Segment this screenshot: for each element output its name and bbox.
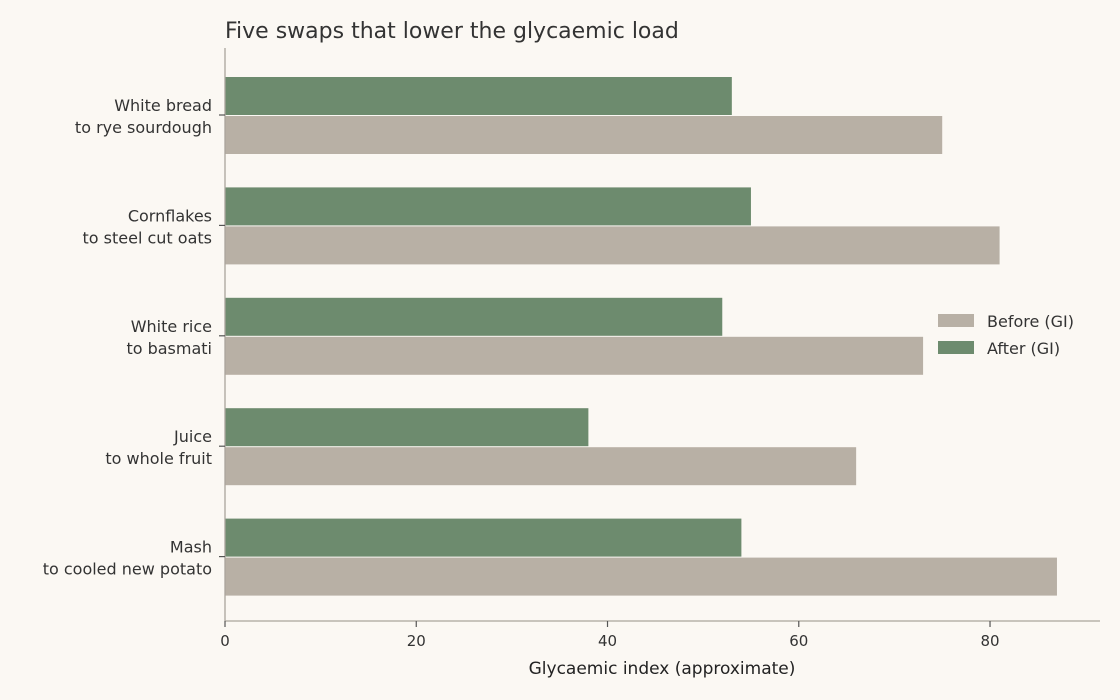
category-label-line: to steel cut oats [83, 228, 212, 247]
category-label-3: Juice to whole fruit [105, 427, 212, 468]
y-axis-categories: White bread to rye sourdough Cornflakes to … [43, 96, 225, 579]
category-label-line: to basmati [126, 339, 212, 358]
bar-after-2 [225, 297, 723, 336]
category-label-line: White bread [114, 96, 212, 115]
x-tick-label: 20 [407, 632, 426, 650]
bar-after-0 [225, 77, 732, 115]
x-axis-ticks: 0 20 40 60 80 [220, 621, 1000, 650]
plot-area [225, 77, 1057, 596]
bar-before-4 [225, 557, 1057, 596]
category-label-line: Cornflakes [128, 206, 212, 225]
bar-before-0 [225, 116, 943, 154]
legend-swatch-0 [938, 314, 974, 327]
bar-after-1 [225, 187, 751, 226]
category-label-2: White rice to basmati [126, 317, 212, 358]
x-tick-label: 60 [789, 632, 808, 650]
x-tick-label: 0 [220, 632, 230, 650]
category-label-4: Mash to cooled new potato [43, 538, 212, 579]
legend-label-0: Before (GI) [987, 312, 1074, 331]
category-label-0: White bread to rye sourdough [75, 96, 212, 137]
x-axis-title: Glycaemic index (approximate) [529, 659, 796, 679]
category-label-line: to whole fruit [105, 449, 212, 468]
legend-label-1: After (GI) [987, 339, 1060, 358]
category-label-line: Juice [173, 427, 212, 446]
chart-title: Five swaps that lower the glycaemic load [225, 19, 679, 44]
category-label-line: to cooled new potato [43, 560, 212, 579]
x-tick-label: 80 [980, 632, 999, 650]
bar-after-4 [225, 518, 742, 557]
category-label-1: Cornflakes to steel cut oats [83, 206, 212, 247]
bar-after-3 [225, 408, 589, 447]
category-label-line: Mash [170, 538, 212, 557]
legend-swatch-1 [938, 341, 974, 354]
bar-before-1 [225, 226, 1000, 265]
category-label-line: to rye sourdough [75, 118, 212, 137]
legend: Before (GI) After (GI) [938, 312, 1074, 358]
category-label-line: White rice [131, 317, 212, 336]
bar-before-3 [225, 447, 857, 486]
x-tick-label: 40 [598, 632, 617, 650]
bar-before-2 [225, 336, 924, 375]
